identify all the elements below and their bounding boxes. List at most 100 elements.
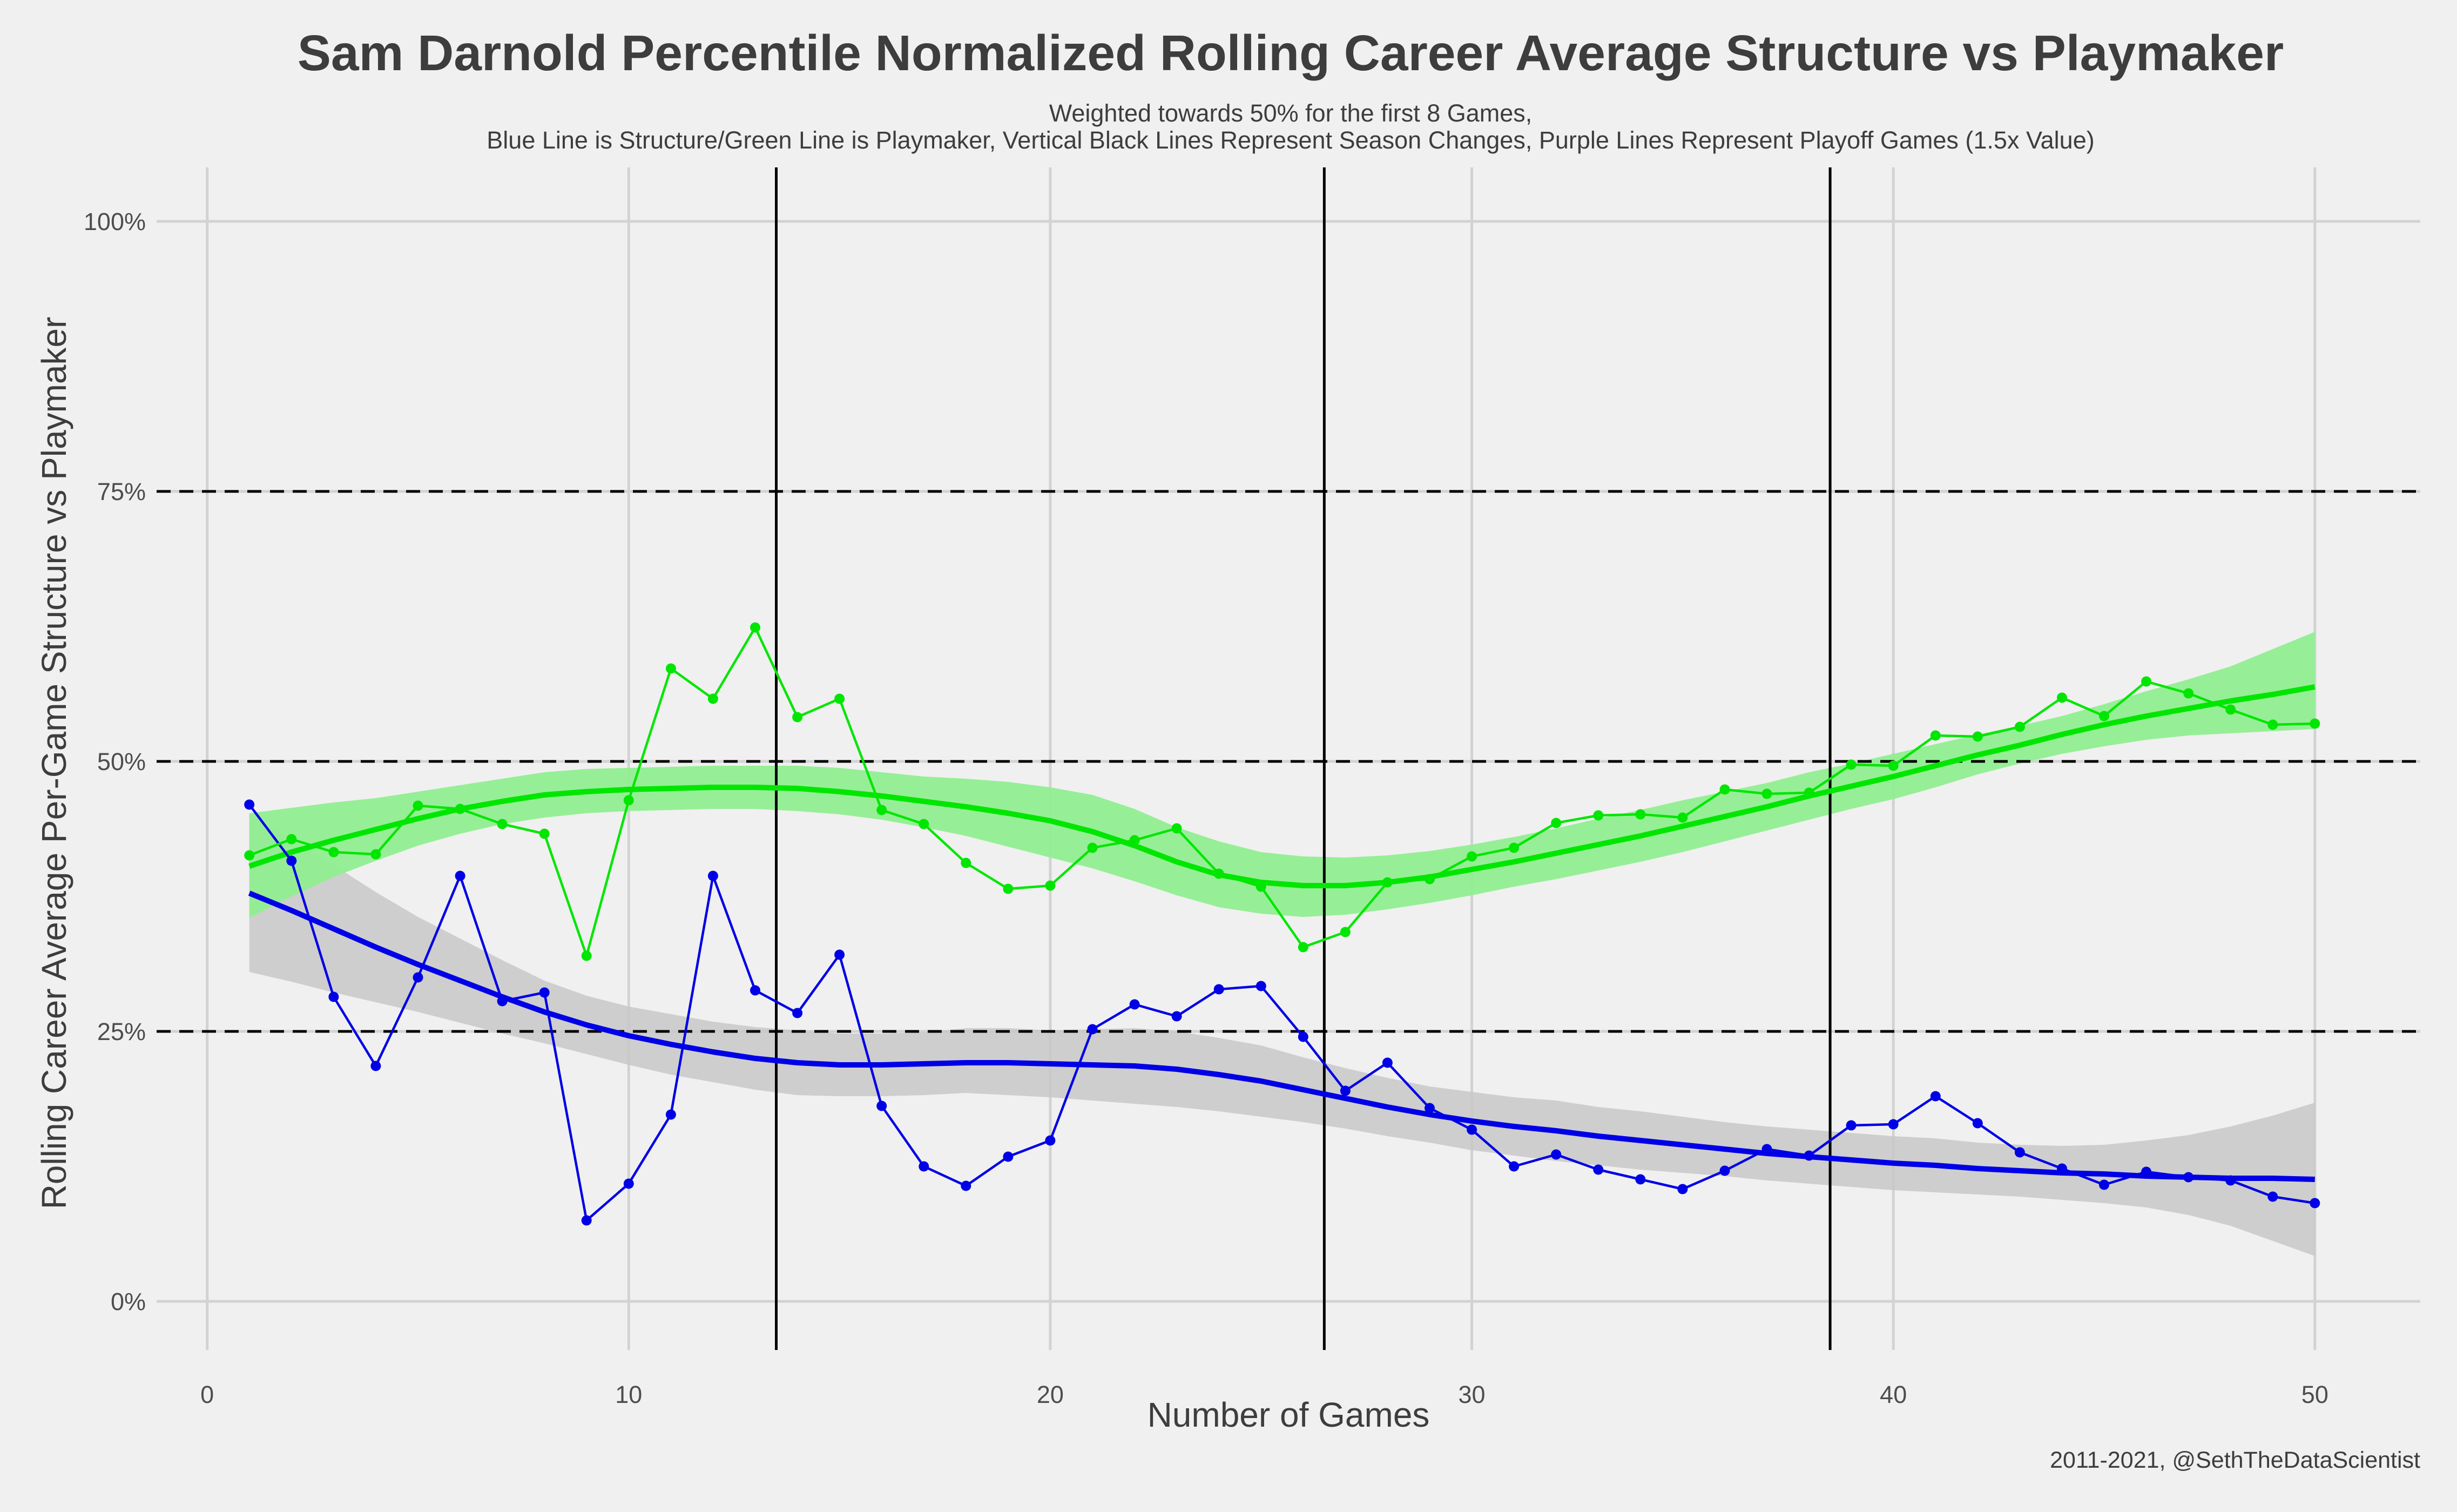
structure-point-24 xyxy=(1213,984,1224,995)
playmaker-point-47 xyxy=(2183,688,2194,699)
y-tick-label-25: 25% xyxy=(97,1018,146,1045)
y-tick-label-75: 75% xyxy=(97,478,146,505)
structure-point-5 xyxy=(413,972,423,983)
playmaker-point-16 xyxy=(876,805,887,815)
playmaker-point-11 xyxy=(665,663,676,674)
playmaker-point-32 xyxy=(1551,818,1562,828)
playmaker-point-18 xyxy=(961,858,971,868)
y-tick-label-100: 100% xyxy=(84,208,146,235)
playmaker-point-36 xyxy=(1719,784,1730,795)
playmaker-point-15 xyxy=(834,693,845,704)
playmaker-point-4 xyxy=(370,849,381,860)
season-change-lines xyxy=(775,167,1832,1350)
playmaker-point-41 xyxy=(1930,730,1941,741)
x-tick-label-0: 0 xyxy=(200,1381,214,1408)
playmaker-point-49 xyxy=(2267,719,2278,730)
structure-point-47 xyxy=(2183,1172,2194,1183)
structure-point-2 xyxy=(286,855,297,866)
structure-point-12 xyxy=(707,870,718,881)
structure-point-11 xyxy=(665,1109,676,1120)
playmaker-point-6 xyxy=(455,804,465,814)
structure-point-35 xyxy=(1677,1184,1688,1194)
structure-point-22 xyxy=(1129,999,1140,1010)
structure-point-43 xyxy=(2014,1147,2025,1158)
structure-point-36 xyxy=(1719,1165,1730,1176)
playmaker-point-38 xyxy=(1804,787,1814,798)
playmaker-point-13 xyxy=(750,622,760,633)
structure-point-13 xyxy=(750,985,760,996)
playmaker-point-14 xyxy=(792,712,803,723)
structure-point-8 xyxy=(539,987,550,998)
playmaker-point-39 xyxy=(1846,759,1857,770)
playmaker-point-19 xyxy=(1003,883,1014,894)
structure-point-16 xyxy=(876,1101,887,1111)
structure-point-34 xyxy=(1635,1174,1646,1185)
playmaker-point-5 xyxy=(413,800,423,811)
structure-point-27 xyxy=(1340,1085,1351,1096)
playmaker-point-27 xyxy=(1340,927,1351,937)
structure-point-20 xyxy=(1045,1135,1056,1146)
x-axis-label: Number of Games xyxy=(1148,1395,1430,1434)
structure-point-25 xyxy=(1256,981,1266,991)
structure-point-44 xyxy=(2057,1163,2067,1174)
x-tick-label-40: 40 xyxy=(1880,1381,1907,1408)
playmaker-point-50 xyxy=(2310,718,2320,729)
playmaker-point-46 xyxy=(2141,676,2152,687)
structure-point-6 xyxy=(455,870,465,881)
playmaker-point-22 xyxy=(1129,835,1140,846)
structure-point-23 xyxy=(1171,1011,1182,1022)
structure-point-49 xyxy=(2267,1191,2278,1202)
series-lines xyxy=(248,626,2316,1222)
structure-point-42 xyxy=(1972,1118,1983,1129)
x-axis-ticks: 0 10 20 30 40 50 xyxy=(200,1381,2328,1408)
structure-series-line xyxy=(248,804,2316,1222)
playmaker-trend-line xyxy=(248,684,2316,888)
chart-title: Sam Darnold Percentile Normalized Rollin… xyxy=(298,25,2284,81)
playmaker-point-48 xyxy=(2225,704,2236,715)
structure-point-37 xyxy=(1761,1144,1772,1155)
playmaker-point-45 xyxy=(2099,711,2109,721)
x-tick-label-30: 30 xyxy=(1459,1381,1486,1408)
playmaker-point-30 xyxy=(1467,851,1477,862)
x-tick-label-10: 10 xyxy=(615,1381,642,1408)
structure-point-31 xyxy=(1509,1161,1520,1172)
playmaker-point-24 xyxy=(1213,868,1224,879)
y-axis-ticks: 0% 25% 50% 75% 100% xyxy=(84,208,146,1315)
playmaker-point-42 xyxy=(1972,731,1983,742)
structure-point-48 xyxy=(2225,1175,2236,1186)
playmaker-point-35 xyxy=(1677,812,1688,823)
playmaker-point-7 xyxy=(497,819,508,829)
structure-point-46 xyxy=(2141,1166,2152,1177)
data-points xyxy=(244,622,2320,1226)
playmaker-point-26 xyxy=(1298,942,1308,953)
playmaker-series-line xyxy=(248,626,2315,957)
chart-subtitle-line-1: Weighted towards 50% for the first 8 Gam… xyxy=(1049,99,1533,127)
playmaker-point-17 xyxy=(919,819,929,829)
playmaker-point-33 xyxy=(1593,810,1604,821)
y-axis-label: Rolling Career Average Per-Game Structur… xyxy=(35,317,73,1210)
playmaker-point-43 xyxy=(2014,721,2025,732)
structure-point-50 xyxy=(2310,1198,2320,1209)
structure-point-40 xyxy=(1888,1119,1899,1130)
playmaker-point-20 xyxy=(1045,880,1056,891)
playmaker-point-1 xyxy=(244,850,255,861)
structure-point-7 xyxy=(497,996,508,1007)
playmaker-point-10 xyxy=(623,795,634,806)
structure-point-29 xyxy=(1425,1103,1435,1113)
playmaker-point-2 xyxy=(286,834,297,845)
structure-point-30 xyxy=(1467,1124,1477,1135)
structure-point-45 xyxy=(2099,1179,2109,1190)
y-tick-label-0: 0% xyxy=(111,1288,146,1315)
playmaker-point-34 xyxy=(1635,809,1646,820)
playmaker-point-44 xyxy=(2057,692,2067,703)
playmaker-point-3 xyxy=(328,847,339,858)
x-tick-label-20: 20 xyxy=(1037,1381,1064,1408)
structure-point-17 xyxy=(919,1161,929,1172)
chart-subtitle-line-2: Blue Line is Structure/Green Line is Pla… xyxy=(487,126,2094,154)
structure-point-21 xyxy=(1087,1024,1098,1035)
playmaker-point-40 xyxy=(1888,760,1899,771)
x-tick-label-50: 50 xyxy=(2301,1381,2328,1408)
playmaker-point-29 xyxy=(1425,874,1435,885)
